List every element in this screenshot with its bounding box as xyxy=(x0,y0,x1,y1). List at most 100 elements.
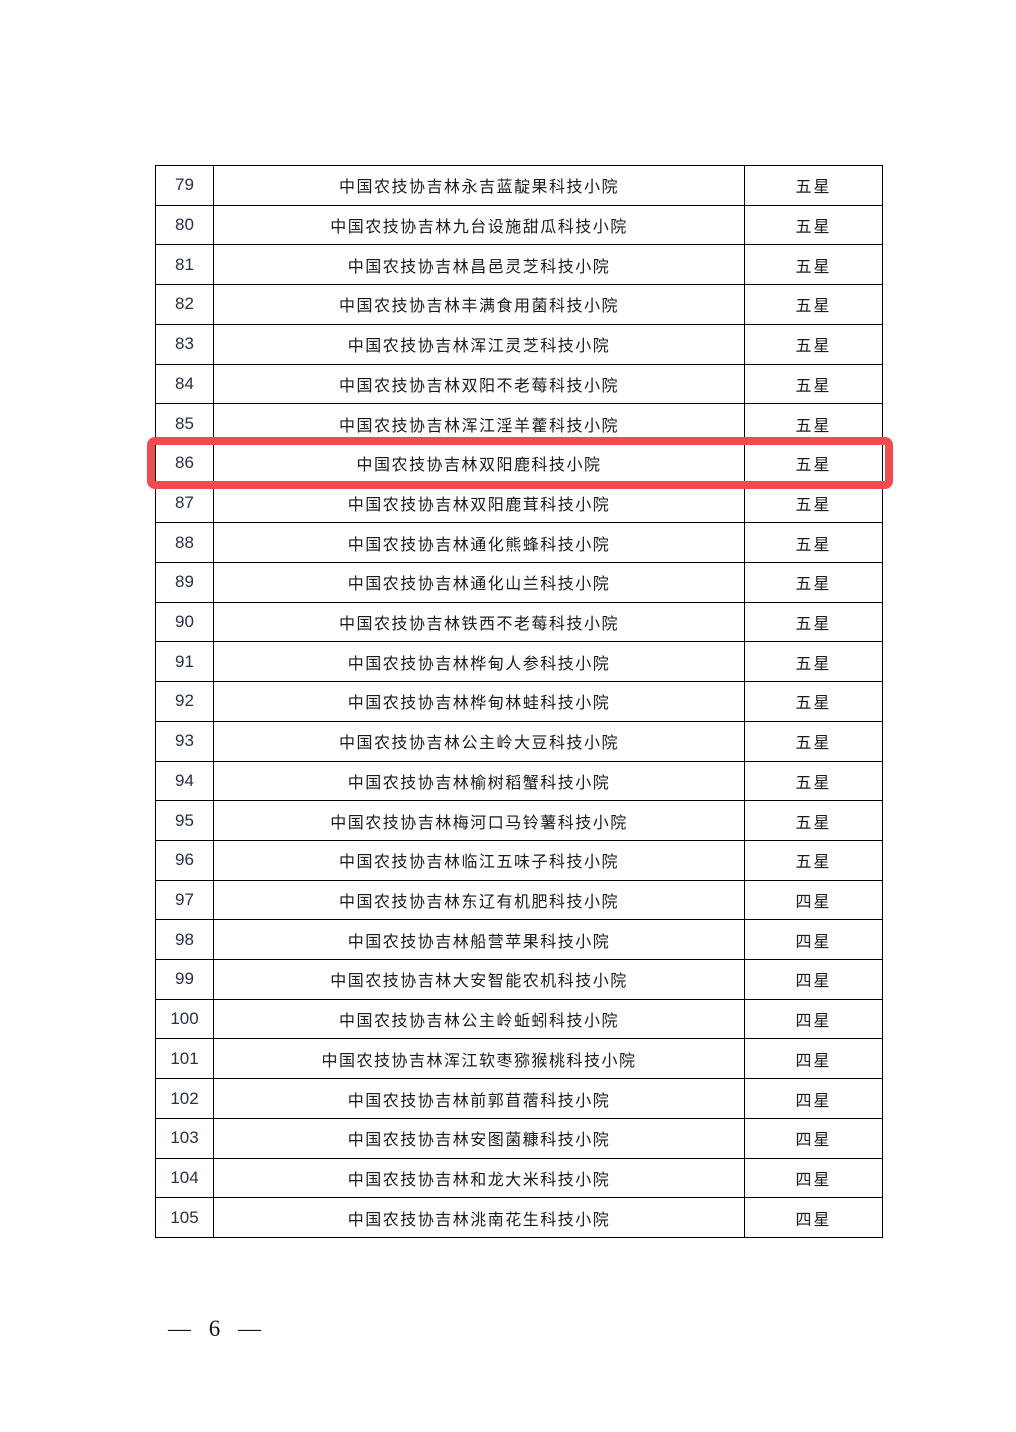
star-rating: 四星 xyxy=(795,973,832,991)
institute-name: 中国农技协吉林榆树稻蟹科技小院 xyxy=(214,761,745,801)
table-row: 101 中国农技协吉林浑江软枣猕猴桃科技小院 四星 xyxy=(156,1039,882,1080)
row-number: 103 xyxy=(156,1118,214,1158)
table-row: 82 中国农技协吉林丰满食用菌科技小院 五星 xyxy=(156,285,882,325)
row-number: 82 xyxy=(156,285,214,324)
star-rating: 五星 xyxy=(795,814,832,832)
institute-name: 中国农技协吉林和龙大米科技小院 xyxy=(214,1158,745,1198)
institute-name: 中国农技协吉林双阳不老莓科技小院 xyxy=(214,364,745,404)
row-number: 98 xyxy=(156,920,214,960)
institute-name: 中国农技协吉林东辽有机肥科技小院 xyxy=(214,880,745,920)
institute-name: 中国农技协吉林双阳鹿茸科技小院 xyxy=(214,483,745,523)
table-row: 97 中国农技协吉林东辽有机肥科技小院 四星 xyxy=(156,880,882,921)
table-row: 93 中国农技协吉林公主岭大豆科技小院 五星 xyxy=(156,721,882,762)
table-row: 99 中国农技协吉林大安智能农机科技小院 四星 xyxy=(156,960,882,1000)
star-rating: 五星 xyxy=(795,735,832,753)
table-row: 84 中国农技协吉林双阳不老莓科技小院 五星 xyxy=(156,364,882,405)
table-row: 80 中国农技协吉林九台设施甜瓜科技小院 五星 xyxy=(156,205,882,246)
row-number: 80 xyxy=(156,205,214,245)
table-row: 90 中国农技协吉林铁西不老莓科技小院 五星 xyxy=(156,602,882,643)
institute-name: 中国农技协吉林船营苹果科技小院 xyxy=(214,920,745,960)
institute-name: 中国农技协吉林双阳鹿科技小院 xyxy=(214,443,745,483)
star-rating: 五星 xyxy=(795,854,832,872)
star-rating: 四星 xyxy=(795,1171,832,1189)
institute-name: 中国农技协吉林浑江灵芝科技小院 xyxy=(214,324,745,364)
row-number: 84 xyxy=(156,364,214,404)
row-number: 105 xyxy=(156,1198,214,1237)
star-rating: 四星 xyxy=(795,1013,832,1031)
row-number: 91 xyxy=(156,642,214,682)
table-row: 100 中国农技协吉林公主岭蚯蚓科技小院 四星 xyxy=(156,999,882,1040)
table-row: 94 中国农技协吉林榆树稻蟹科技小院 五星 xyxy=(156,761,882,802)
row-number: 83 xyxy=(156,324,214,364)
star-rating: 五星 xyxy=(795,338,832,356)
institute-name: 中国农技协吉林通化山兰科技小院 xyxy=(214,563,745,602)
institute-name: 中国农技协吉林安图菌糠科技小院 xyxy=(214,1118,745,1158)
star-rating: 五星 xyxy=(795,695,832,713)
row-number: 104 xyxy=(156,1158,214,1198)
star-rating: 五星 xyxy=(795,377,832,395)
star-rating: 四星 xyxy=(795,1132,832,1150)
star-rating: 五星 xyxy=(795,298,832,316)
star-rating: 五星 xyxy=(795,536,832,554)
row-number: 92 xyxy=(156,682,214,721)
row-number: 88 xyxy=(156,523,214,563)
institute-name: 中国农技协吉林昌邑灵芝科技小院 xyxy=(214,245,745,285)
table-row: 81 中国农技协吉林昌邑灵芝科技小院 五星 xyxy=(156,245,882,286)
table-row: 83 中国农技协吉林浑江灵芝科技小院 五星 xyxy=(156,324,882,365)
institute-name: 中国农技协吉林九台设施甜瓜科技小院 xyxy=(214,205,745,245)
table-row: 105 中国农技协吉林洮南花生科技小院 四星 xyxy=(156,1198,882,1237)
institute-name: 中国农技协吉林浑江软枣猕猴桃科技小院 xyxy=(214,1039,745,1079)
table-row: 98 中国农技协吉林船营苹果科技小院 四星 xyxy=(156,920,882,961)
table-row: 85 中国农技协吉林浑江淫羊藿科技小院 五星 xyxy=(156,404,882,444)
row-number: 102 xyxy=(156,1079,214,1118)
page-number: — 6 — xyxy=(168,1316,262,1341)
row-number: 93 xyxy=(156,721,214,761)
table-row: 96 中国农技协吉林临江五味子科技小院 五星 xyxy=(156,840,882,881)
star-rating: 五星 xyxy=(795,457,832,475)
row-number: 86 xyxy=(156,443,214,483)
star-rating: 五星 xyxy=(795,219,832,237)
star-rating: 五星 xyxy=(795,774,832,792)
institute-name: 中国农技协吉林丰满食用菌科技小院 xyxy=(214,285,745,324)
row-number: 96 xyxy=(156,840,214,880)
table-row: 87 中国农技协吉林双阳鹿茸科技小院 五星 xyxy=(156,483,882,524)
row-number: 97 xyxy=(156,880,214,920)
institute-name: 中国农技协吉林桦甸林蛙科技小院 xyxy=(214,682,745,721)
star-rating: 四星 xyxy=(795,1092,832,1110)
row-number: 90 xyxy=(156,602,214,642)
table-row: 95 中国农技协吉林梅河口马铃薯科技小院 五星 xyxy=(156,801,882,841)
institute-name: 中国农技协吉林洮南花生科技小院 xyxy=(214,1198,745,1237)
star-rating: 五星 xyxy=(795,496,832,514)
institute-name: 中国农技协吉林前郭苜蓿科技小院 xyxy=(214,1079,745,1118)
institute-name: 中国农技协吉林铁西不老莓科技小院 xyxy=(214,602,745,642)
institute-name: 中国农技协吉林公主岭大豆科技小院 xyxy=(214,721,745,761)
rating-table: 79 中国农技协吉林永吉蓝靛果科技小院 五星 80 中国农技协吉林九台设施甜瓜科技小院五… xyxy=(147,165,893,1238)
table-row: 92 中国农技协吉林桦甸林蛙科技小院 五星 xyxy=(156,682,882,722)
table-row: 104 中国农技协吉林和龙大米科技小院 四星 xyxy=(156,1158,882,1199)
row-number: 81 xyxy=(156,245,214,285)
row-number: 95 xyxy=(156,801,214,840)
row-number: 85 xyxy=(156,404,214,443)
institute-name: 中国农技协吉林临江五味子科技小院 xyxy=(214,840,745,880)
table-row: 79 中国农技协吉林永吉蓝靛果科技小院 五星 xyxy=(156,166,882,206)
star-rating: 五星 xyxy=(795,616,832,634)
table-row: 89 中国农技协吉林通化山兰科技小院 五星 xyxy=(156,563,882,603)
institute-name: 中国农技协吉林桦甸人参科技小院 xyxy=(214,642,745,682)
institute-name: 中国农技协吉林浑江淫羊藿科技小院 xyxy=(214,404,745,443)
institute-name: 中国农技协吉林公主岭蚯蚓科技小院 xyxy=(214,999,745,1039)
table-row: 86 中国农技协吉林双阳鹿科技小院 五星 xyxy=(147,436,893,489)
star-rating: 四星 xyxy=(795,1211,832,1229)
star-rating: 四星 xyxy=(795,933,832,951)
star-rating: 五星 xyxy=(795,655,832,673)
institute-name: 中国农技协吉林永吉蓝靛果科技小院 xyxy=(214,166,745,205)
star-rating: 五星 xyxy=(795,179,832,197)
star-rating: 四星 xyxy=(795,1052,832,1070)
row-number: 101 xyxy=(156,1039,214,1079)
table-row: 103 中国农技协吉林安图菌糠科技小院 四星 xyxy=(156,1118,882,1159)
table-row: 91 中国农技协吉林桦甸人参科技小院 五星 xyxy=(156,642,882,683)
row-number: 94 xyxy=(156,761,214,801)
star-rating: 五星 xyxy=(795,417,832,435)
row-number: 99 xyxy=(156,960,214,999)
table-row: 88 中国农技协吉林通化熊蜂科技小院 五星 xyxy=(156,523,882,564)
